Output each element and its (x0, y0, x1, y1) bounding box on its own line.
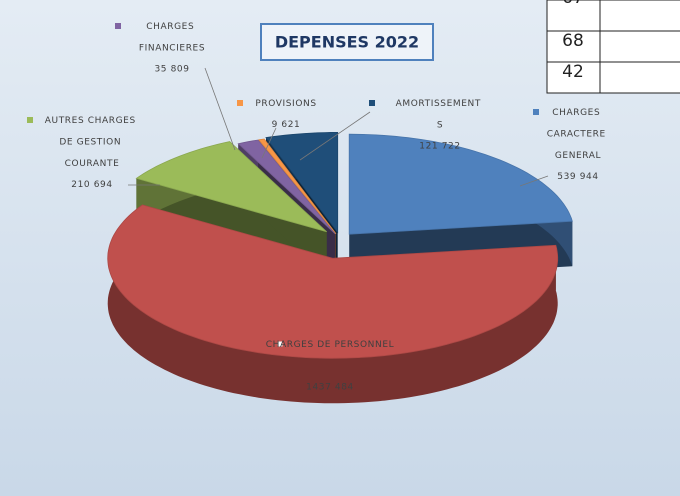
chart-title: DEPENSES 2022 (275, 33, 419, 52)
legend-bullet (369, 100, 375, 106)
leader-line (204, 67, 236, 151)
value-label: 1437 484 (306, 383, 354, 393)
labels: CHARGES CARACTERE GENERAL 539 944 CHARGES … (27, 22, 609, 393)
category-label: CHARGES CARACTERE GENERAL (547, 108, 610, 161)
slice (258, 138, 337, 235)
legend-bullet (115, 23, 121, 29)
title-box (260, 23, 434, 61)
table-bg (546, 0, 680, 94)
value-label: 121 722 (419, 142, 460, 152)
category-label: AMORTISSEMENT S (396, 99, 485, 131)
slice (135, 141, 327, 233)
leader-line (261, 127, 277, 159)
legend-bullet (276, 340, 284, 348)
value-label: 539 944 (557, 172, 598, 182)
table-cell: 42 (562, 62, 584, 82)
slice-side (107, 204, 558, 404)
leader-line (299, 111, 371, 161)
category-label: CHARGES DE PERSONNEL (266, 340, 395, 350)
value-label: 35 809 (154, 65, 189, 75)
table: 67 68 42 (546, 0, 680, 94)
slice (348, 133, 573, 235)
table-cell: 67 (562, 0, 584, 8)
category-label: CHARGES FINANCIERES (139, 22, 205, 54)
value-label: 210 694 (71, 180, 112, 190)
value-label: 9 621 (272, 120, 301, 130)
slice (107, 204, 559, 359)
legend-bullet (237, 100, 243, 106)
category-label: PROVISIONS (255, 99, 316, 109)
legend-bullet (533, 109, 539, 115)
leader-line (519, 175, 549, 187)
slice (237, 139, 336, 235)
legend-bullet (27, 117, 33, 123)
pie-tops (107, 132, 573, 359)
slice (265, 132, 339, 234)
category-label: AUTRES CHARGES DE GESTION COURANTE (45, 116, 139, 169)
table-cell: 68 (562, 31, 584, 51)
